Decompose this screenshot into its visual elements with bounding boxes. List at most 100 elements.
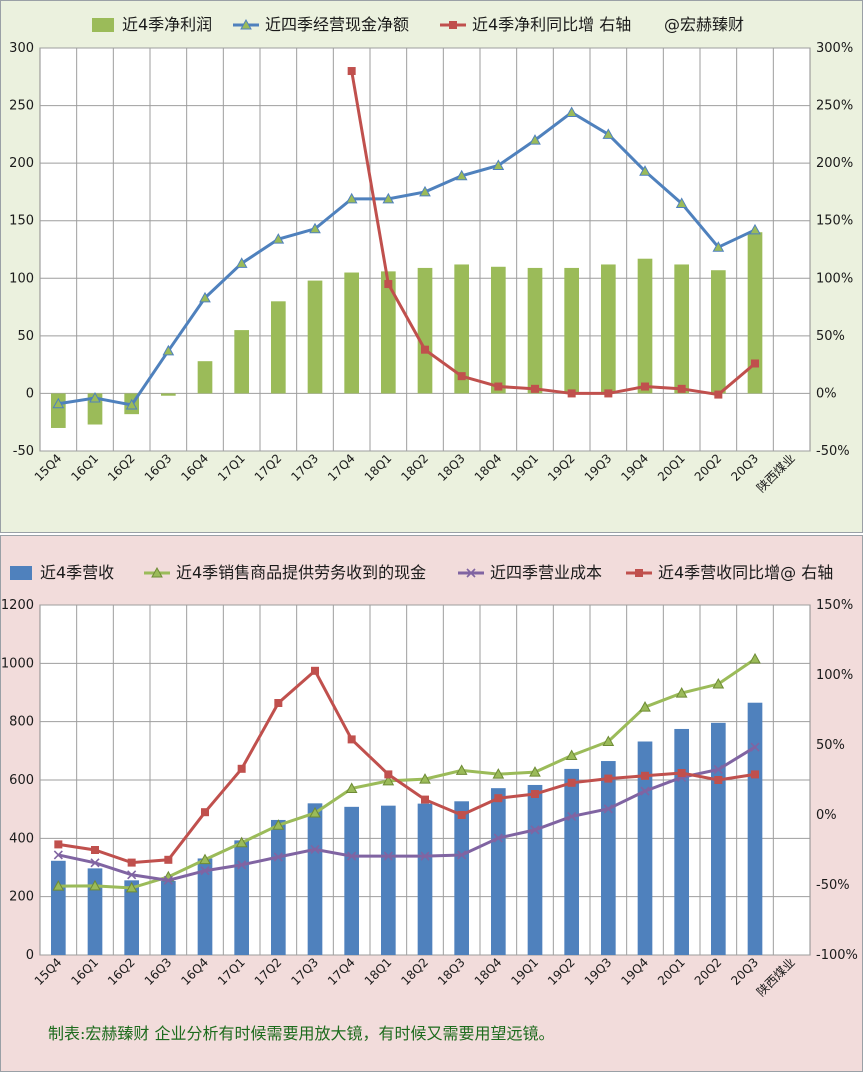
data-point (641, 382, 649, 391)
data-point (530, 825, 540, 835)
x-tick-label: 15Q4 (32, 451, 65, 484)
data-point (749, 652, 761, 664)
series-line (54, 666, 759, 867)
bar (417, 267, 433, 394)
data-point (382, 192, 395, 204)
data-point (494, 794, 503, 803)
y2-tick-label: 0% (816, 808, 837, 823)
series-bar (51, 702, 763, 955)
legend-marker (635, 569, 643, 577)
data-point (162, 344, 175, 356)
data-point (310, 844, 320, 854)
data-point (89, 392, 101, 403)
company-label: 陕西煤业 (753, 451, 798, 496)
y-tick-label: 250 (9, 99, 34, 114)
bar (747, 702, 763, 955)
x-tick-label: 17Q2 (252, 451, 285, 484)
legend-label: 近4季营收 (40, 563, 114, 582)
bar (564, 267, 579, 394)
bar (344, 272, 359, 394)
data-point (565, 106, 578, 117)
y-tick-label: 600 (9, 773, 34, 788)
x-tick-label: 17Q4 (325, 955, 358, 988)
data-point (125, 398, 138, 410)
x-tick-label: 19Q1 (508, 955, 541, 988)
y2-tick-label: 250% (816, 99, 853, 114)
series-line (52, 106, 761, 410)
data-point (565, 749, 578, 760)
x-tick-label: 20Q1 (655, 955, 688, 988)
x-tick-label: 19Q1 (508, 451, 541, 484)
series-bar (51, 232, 763, 428)
x-tick-label: 17Q3 (288, 955, 321, 988)
x-tick-label: 20Q2 (692, 955, 725, 988)
legend-label: 近4季销售商品提供劳务收到的现金 (176, 563, 426, 582)
data-point (457, 372, 466, 381)
revenue-chart: 1200 1000 800 600 400 200 0 150% 100% 50% 0% -50% -1… (1, 563, 858, 1043)
data-point (89, 879, 101, 891)
data-point (384, 280, 393, 289)
data-point (567, 811, 577, 822)
bar (381, 271, 396, 394)
bar (491, 266, 506, 394)
x-tick-label: 19Q4 (618, 955, 651, 988)
x-tick-label: 20Q3 (728, 955, 761, 988)
data-point (493, 833, 503, 843)
data-point (455, 764, 468, 775)
data-point (421, 795, 429, 804)
data-point (235, 257, 248, 268)
y-tick-label: 100 (9, 271, 34, 286)
y-tick-label: 200 (9, 890, 34, 905)
x-tick-label: 20Q2 (692, 451, 725, 484)
y2-tick-label: 200% (816, 156, 853, 171)
bar (674, 728, 689, 955)
data-point (675, 197, 688, 208)
data-point (751, 770, 759, 779)
data-point (751, 359, 759, 368)
bar (527, 267, 543, 394)
x-tick-label: 18Q1 (362, 955, 395, 988)
data-point (347, 735, 356, 744)
x-tick-label: 15Q4 (32, 955, 65, 988)
data-point (235, 836, 248, 848)
data-point (675, 687, 688, 698)
data-point (603, 804, 613, 814)
data-point (309, 806, 321, 818)
y2-tick-label: 150% (816, 598, 853, 613)
y2-tick-label: -100% (816, 948, 858, 963)
bar (51, 860, 66, 955)
data-point (347, 851, 357, 861)
x-tick-label: 20Q3 (728, 451, 761, 484)
data-point (91, 846, 99, 854)
bar (527, 784, 543, 955)
data-point (677, 384, 686, 393)
bar (637, 258, 653, 394)
data-point (712, 241, 725, 252)
legend-label: 近4季营收同比增@ 右轴 (658, 563, 833, 582)
data-point (201, 808, 209, 817)
series-line (347, 67, 759, 399)
legend-swatch (92, 18, 114, 32)
data-point (347, 67, 356, 76)
y2-tick-label: 50% (816, 738, 845, 753)
x-tick-label: 19Q3 (582, 451, 615, 484)
bar (601, 264, 616, 394)
x-tick-label: 19Q2 (545, 451, 578, 484)
data-point (529, 134, 541, 145)
legend-label: 近四季营业成本 (490, 563, 602, 582)
x-tick-label: 17Q1 (215, 451, 248, 484)
data-point (272, 819, 285, 830)
x-tick-label: 19Q4 (618, 451, 651, 484)
x-tick-label: 16Q3 (142, 955, 175, 988)
legend: 近4季净利润 近四季经营现金净额 近4季净利同比增 右轴 @宏赫臻财 (92, 15, 744, 34)
data-point (309, 222, 321, 234)
series-line-path (58, 745, 756, 882)
x-tick-label: 17Q1 (215, 955, 248, 988)
legend-marker (151, 566, 163, 578)
data-point (199, 853, 211, 865)
x-tick-label: 18Q2 (398, 451, 431, 484)
bar (124, 880, 139, 955)
data-point (200, 866, 210, 876)
y2-tick-label: 50% (816, 329, 845, 344)
data-point (604, 774, 613, 783)
